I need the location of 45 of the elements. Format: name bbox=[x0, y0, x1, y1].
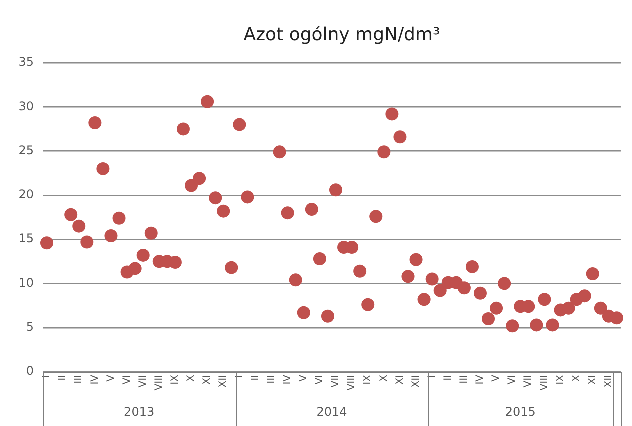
x-tick-label: II bbox=[442, 375, 454, 381]
x-tick-label: V bbox=[298, 374, 310, 382]
x-tick-label: IV bbox=[475, 374, 486, 385]
x-tick-label: XI bbox=[202, 375, 214, 385]
y-tick-label: 5 bbox=[26, 320, 34, 334]
x-tick-label: XI bbox=[587, 375, 598, 385]
x-tick-label: VII bbox=[330, 375, 342, 388]
text: 2015 bbox=[505, 405, 536, 420]
chart-title: Azot ogólny mgN/dm³ bbox=[244, 24, 440, 46]
x-tick-label: VII bbox=[138, 375, 149, 388]
x-tick-label: VII bbox=[523, 375, 534, 388]
x-tick-label: V bbox=[106, 374, 117, 382]
text: 2014 bbox=[316, 405, 348, 420]
x-tick-label: XII bbox=[604, 375, 615, 388]
x-tick-label: X bbox=[571, 374, 582, 382]
x-tick-label: XII bbox=[218, 375, 230, 388]
y-tick-label: 15 bbox=[18, 232, 34, 246]
x-tick-label: IX bbox=[362, 374, 374, 385]
x-tick-label: V bbox=[491, 374, 502, 382]
y-tick-label: 30 bbox=[18, 99, 34, 114]
x-tick-label: XI bbox=[394, 375, 406, 385]
x-tick-label: IX bbox=[555, 374, 566, 385]
y-tick-label: 10 bbox=[18, 276, 34, 290]
x-tick-label: VI bbox=[314, 375, 326, 385]
x-tick-label: VI bbox=[122, 375, 133, 385]
x-tick-label: II bbox=[250, 375, 262, 381]
y-tick-label: 0 bbox=[26, 364, 34, 378]
x-tick-label: VI bbox=[507, 375, 518, 385]
y-tick-label: 20 bbox=[18, 188, 34, 202]
x-tick-label: III bbox=[266, 375, 278, 384]
x-tick-label: X bbox=[186, 374, 198, 382]
x-tick-label: III bbox=[74, 375, 85, 384]
x-tick-label: II bbox=[58, 375, 69, 381]
y-tick-label: 35 bbox=[18, 55, 34, 70]
x-tick-label: IV bbox=[90, 374, 101, 385]
x-tick-label: VIII bbox=[346, 375, 358, 391]
x-tick-label: IV bbox=[282, 374, 294, 385]
x-tick-label: III bbox=[459, 375, 470, 384]
x-tick-label: X bbox=[378, 374, 390, 382]
x-tick-label: VIII bbox=[539, 375, 550, 391]
x-tick-label: IX bbox=[170, 374, 182, 385]
x-tick-label: VIII bbox=[154, 375, 165, 391]
x-tick-label: XII bbox=[410, 375, 422, 388]
text: 2013 bbox=[124, 405, 155, 420]
y-tick-label: 25 bbox=[18, 143, 34, 158]
